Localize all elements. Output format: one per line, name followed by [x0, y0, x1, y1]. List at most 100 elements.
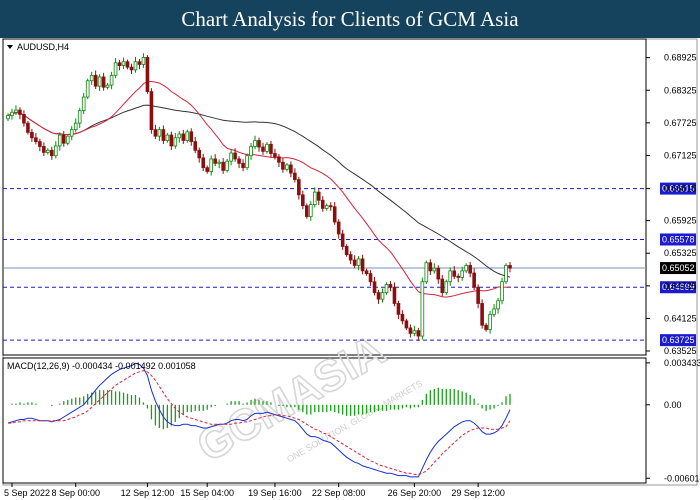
- candle-body: [46, 149, 50, 153]
- candle-body: [277, 156, 281, 163]
- candle-body: [424, 262, 429, 283]
- candle-body: [420, 281, 425, 337]
- candle-body: [109, 74, 114, 86]
- candle-body: [476, 286, 480, 304]
- candle-body: [125, 61, 130, 68]
- candle-body: [508, 265, 512, 269]
- candle-body: [392, 286, 397, 304]
- candle-body: [301, 194, 305, 207]
- level-tag-label: 0.63725: [662, 335, 695, 345]
- candle-body: [404, 320, 409, 329]
- candle-body: [61, 134, 66, 144]
- candle-body: [504, 265, 508, 283]
- candle-body: [10, 111, 14, 116]
- candle-body: [480, 303, 484, 326]
- candle-body: [324, 205, 329, 209]
- candle-body: [253, 140, 257, 147]
- candle-body: [308, 204, 313, 217]
- candle-body: [177, 133, 182, 139]
- macd-indicator: 0.003433 0.00 -0.006014: [7, 358, 700, 483]
- candle-body: [169, 134, 174, 147]
- candle-body: [18, 109, 22, 115]
- candle-body: [444, 281, 449, 294]
- candle-body: [396, 303, 401, 315]
- candle-body: [209, 158, 213, 172]
- candle-body: [38, 141, 42, 147]
- candle-body: [26, 122, 30, 133]
- candle-body: [105, 84, 110, 88]
- candle-body: [141, 56, 146, 65]
- price-tick-label: 0.67125: [664, 150, 697, 160]
- moving-average-lines: [7, 81, 511, 298]
- candle-body: [149, 91, 154, 131]
- candle-body: [6, 115, 10, 120]
- candle-body: [193, 141, 198, 151]
- candle-body: [360, 258, 365, 272]
- candle-body: [213, 158, 217, 164]
- candle-body: [189, 131, 194, 142]
- level-tag: [660, 334, 696, 347]
- macd-label: MACD(12,26,9) -0.000434 -0.001492 0.0010…: [7, 361, 196, 371]
- candle-body: [416, 330, 421, 337]
- candle-body: [97, 76, 102, 87]
- candle-body: [456, 275, 461, 278]
- candle-body: [348, 254, 353, 261]
- candle-body: [241, 162, 245, 169]
- candle-body: [285, 164, 289, 170]
- candle-body: [376, 292, 381, 300]
- candle-body: [320, 199, 325, 209]
- symbol-label: AUDUSD,H4: [17, 42, 69, 52]
- candle-body: [157, 129, 162, 137]
- candle-body: [237, 158, 241, 164]
- candle-body: [57, 134, 62, 147]
- candle-body: [201, 157, 206, 169]
- candle-body: [205, 167, 210, 172]
- candle-body: [30, 131, 34, 139]
- price-tick-label: 0.64725: [664, 281, 697, 291]
- price-tick-label: 0.65325: [664, 248, 697, 258]
- level-tag-label: 0.64699: [662, 282, 695, 292]
- candle-body: [14, 109, 18, 113]
- current-price-tag: [660, 262, 696, 275]
- price-pane: [2, 38, 647, 356]
- candle-body: [281, 161, 285, 170]
- candle-body: [372, 281, 377, 294]
- price-tick-label: 0.66515: [664, 184, 697, 194]
- macd-signal-line: [8, 370, 511, 475]
- candle-body: [233, 152, 237, 160]
- candle-body: [221, 161, 225, 171]
- symbol-dropdown-icon[interactable]: [7, 45, 13, 49]
- level-tag: [660, 233, 696, 246]
- price-tick-label: 0.63525: [664, 346, 697, 356]
- level-tag: [660, 281, 696, 294]
- candle-body: [93, 74, 98, 87]
- candle-body: [197, 149, 202, 159]
- candle-body: [22, 114, 26, 124]
- candle-body: [356, 258, 361, 266]
- candle-body: [165, 134, 170, 141]
- candle-body: [229, 152, 233, 162]
- candlestick-series: [6, 53, 512, 341]
- candle-body: [488, 313, 492, 330]
- candle-body: [185, 131, 190, 141]
- time-tick-label: 26 Sep 20:00: [388, 488, 442, 498]
- time-tick-label: 19 Sep 16:00: [248, 488, 302, 498]
- candle-body: [400, 313, 405, 322]
- candle-body: [464, 265, 468, 272]
- candle-body: [133, 61, 138, 71]
- candle-body: [460, 270, 464, 278]
- candle-body: [257, 140, 261, 148]
- candle-body: [265, 143, 269, 152]
- candle-body: [261, 146, 265, 152]
- candle-body: [54, 145, 58, 157]
- candle-body: [468, 265, 472, 274]
- candle-body: [77, 110, 82, 124]
- candle-body: [85, 80, 90, 98]
- candle-body: [137, 61, 142, 65]
- candle-body: [332, 206, 337, 223]
- candle-body: [297, 179, 301, 196]
- candle-body: [81, 96, 86, 112]
- candle-body: [384, 284, 389, 294]
- macd-tick-label: 0.003433: [664, 358, 700, 368]
